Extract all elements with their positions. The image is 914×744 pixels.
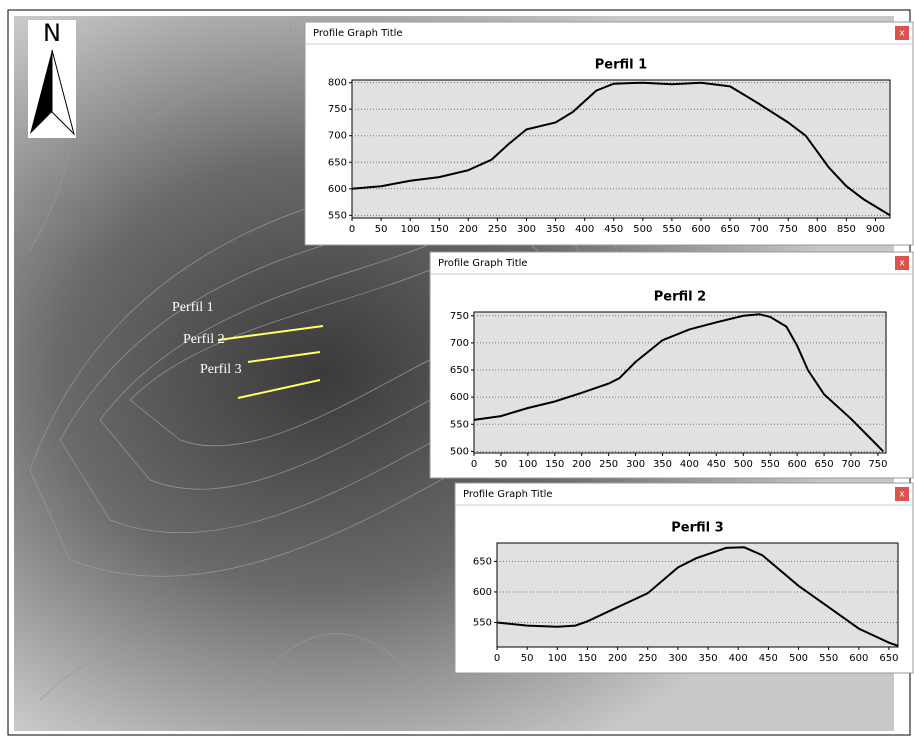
y-tick-label: 600	[473, 587, 492, 598]
x-tick-label: 500	[789, 653, 808, 664]
x-tick-label: 650	[721, 224, 740, 235]
y-tick-label: 750	[328, 104, 347, 115]
y-tick-label: 750	[450, 311, 469, 322]
x-tick-label: 450	[707, 459, 726, 470]
plot-area	[352, 80, 890, 218]
chart-title: Perfil 3	[671, 521, 723, 536]
x-tick-label: 450	[604, 224, 623, 235]
x-tick-label: 650	[815, 459, 834, 470]
x-tick-label: 300	[668, 653, 687, 664]
x-tick-label: 850	[837, 224, 856, 235]
x-tick-label: 250	[638, 653, 657, 664]
x-tick-label: 500	[734, 459, 753, 470]
y-tick-label: 700	[450, 338, 469, 349]
x-tick-label: 100	[401, 224, 420, 235]
x-tick-label: 600	[788, 459, 807, 470]
x-tick-label: 400	[729, 653, 748, 664]
y-tick-label: 600	[328, 184, 347, 195]
x-tick-label: 100	[518, 459, 537, 470]
profile-label: Perfil 2	[183, 332, 225, 347]
x-tick-label: 400	[680, 459, 699, 470]
y-tick-label: 500	[450, 446, 469, 457]
close-label[interactable]: x	[899, 29, 905, 39]
x-tick-label: 150	[578, 653, 597, 664]
screen: N Perfil 1 Perfil 2 Perfil 3 Profile Gra…	[0, 0, 914, 740]
x-tick-label: 300	[626, 459, 645, 470]
x-tick-label: 450	[759, 653, 778, 664]
window-title: Profile Graph Title	[463, 489, 553, 500]
y-tick-label: 550	[450, 419, 469, 430]
x-tick-label: 0	[494, 653, 500, 664]
x-tick-label: 50	[375, 224, 388, 235]
x-tick-label: 200	[572, 459, 591, 470]
window-title: Profile Graph Title	[313, 28, 403, 39]
x-tick-label: 650	[879, 653, 898, 664]
x-tick-label: 500	[633, 224, 652, 235]
x-tick-label: 150	[545, 459, 564, 470]
x-tick-label: 750	[779, 224, 798, 235]
window-title: Profile Graph Title	[438, 258, 528, 269]
x-tick-label: 0	[471, 459, 477, 470]
y-tick-label: 650	[473, 556, 492, 567]
x-tick-label: 200	[608, 653, 627, 664]
x-tick-label: 750	[868, 459, 887, 470]
y-tick-label: 550	[328, 210, 347, 221]
chart-title: Perfil 2	[654, 290, 706, 305]
x-tick-label: 50	[521, 653, 534, 664]
north-label: N	[43, 19, 61, 47]
y-tick-label: 600	[450, 392, 469, 403]
x-tick-label: 0	[349, 224, 355, 235]
profile-label: Perfil 3	[200, 362, 242, 377]
x-tick-label: 700	[841, 459, 860, 470]
close-label[interactable]: x	[899, 490, 905, 500]
x-tick-label: 350	[653, 459, 672, 470]
y-tick-label: 550	[473, 618, 492, 629]
y-tick-label: 650	[328, 157, 347, 168]
close-label[interactable]: x	[899, 259, 905, 269]
x-tick-label: 300	[517, 224, 536, 235]
x-tick-label: 50	[495, 459, 508, 470]
x-tick-label: 700	[750, 224, 769, 235]
x-tick-label: 400	[575, 224, 594, 235]
x-tick-label: 200	[459, 224, 478, 235]
x-tick-label: 350	[546, 224, 565, 235]
profile-label: Perfil 1	[172, 300, 214, 315]
y-tick-label: 800	[328, 78, 347, 89]
x-tick-label: 900	[866, 224, 885, 235]
x-tick-label: 100	[548, 653, 567, 664]
x-tick-label: 350	[699, 653, 718, 664]
y-tick-label: 650	[450, 365, 469, 376]
chart-title: Perfil 1	[595, 58, 647, 73]
x-tick-label: 600	[691, 224, 710, 235]
x-tick-label: 550	[761, 459, 780, 470]
x-tick-label: 800	[808, 224, 827, 235]
x-tick-label: 550	[819, 653, 838, 664]
x-tick-label: 250	[599, 459, 618, 470]
x-tick-label: 600	[849, 653, 868, 664]
y-tick-label: 700	[328, 131, 347, 142]
x-tick-label: 250	[488, 224, 507, 235]
x-tick-label: 150	[430, 224, 449, 235]
x-tick-label: 550	[662, 224, 681, 235]
